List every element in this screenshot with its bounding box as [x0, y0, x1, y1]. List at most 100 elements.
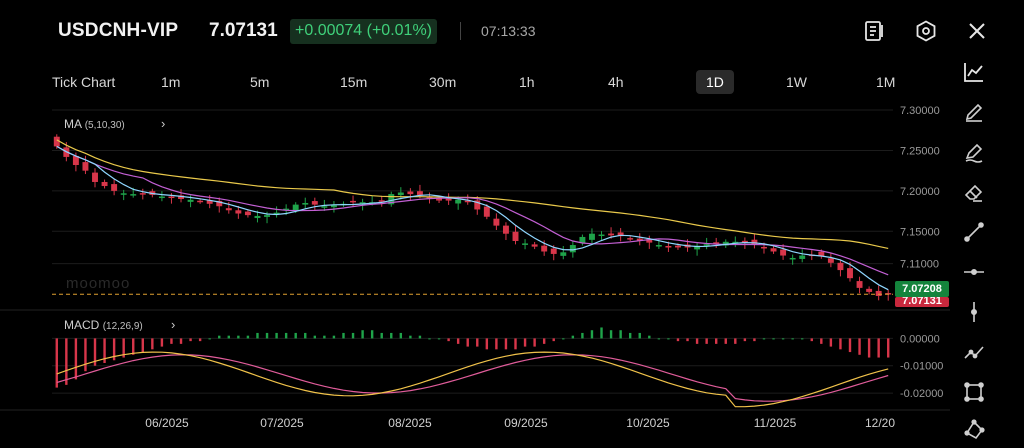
- chevron-right-icon[interactable]: ›: [171, 317, 176, 332]
- macd-histogram-bar: [294, 332, 297, 339]
- candle: [302, 203, 309, 205]
- macd-indicator-label[interactable]: MACD (12,26,9): [64, 318, 143, 332]
- tab-tick-chart[interactable]: Tick Chart: [52, 74, 116, 90]
- line-segment-icon[interactable]: [962, 220, 986, 244]
- candle: [187, 199, 194, 202]
- close-icon[interactable]: [965, 19, 989, 43]
- eraser-icon[interactable]: [962, 180, 986, 204]
- candle: [292, 204, 299, 211]
- macd-histogram-bar: [820, 338, 823, 344]
- macd-histogram-bar: [198, 338, 202, 342]
- macd-histogram-bar: [695, 338, 699, 344]
- macd-histogram-bar: [74, 338, 78, 380]
- chevron-right-icon[interactable]: ›: [161, 116, 166, 131]
- tab-4h[interactable]: 4h: [608, 74, 624, 90]
- rectangle-icon[interactable]: [962, 380, 986, 404]
- header-divider: [460, 22, 461, 40]
- macd-histogram-bar: [485, 338, 489, 350]
- shape-icon[interactable]: [962, 418, 986, 442]
- macd-histogram-bar: [218, 335, 221, 339]
- macd-histogram-bar: [151, 338, 154, 350]
- last-price: 7.07131: [209, 20, 278, 41]
- date-axis-label: 07/2025: [260, 416, 304, 430]
- candle: [92, 172, 98, 182]
- tab-30m[interactable]: 30m: [429, 74, 457, 90]
- tab-1m[interactable]: 1m: [161, 74, 181, 90]
- trend-line-icon[interactable]: [962, 60, 986, 84]
- candle: [178, 195, 184, 199]
- macd-histogram-bar: [552, 338, 555, 342]
- tab-1d[interactable]: 1D: [696, 70, 734, 94]
- candle: [53, 136, 60, 147]
- macd-histogram-bar: [246, 335, 250, 339]
- macd-histogram-bar: [571, 335, 575, 339]
- tab-1w[interactable]: 1W: [786, 74, 807, 90]
- brush-icon[interactable]: [962, 140, 986, 164]
- macd-histogram-bar: [227, 335, 231, 339]
- macd-histogram-bar: [342, 332, 345, 339]
- ma-price-tag: 7.07208: [895, 281, 949, 297]
- macd-line: [56, 351, 889, 408]
- candle: [273, 212, 280, 215]
- macd-histogram-bar: [122, 338, 125, 358]
- candle: [550, 248, 557, 254]
- candle: [675, 245, 681, 248]
- macd-histogram-bar: [829, 338, 833, 347]
- candle: [235, 210, 242, 214]
- macd-histogram-bar: [332, 335, 336, 339]
- macd-histogram-bar: [753, 338, 756, 342]
- macd-histogram-bar: [476, 338, 479, 347]
- macd-histogram-bar: [648, 335, 651, 339]
- price-axis-label: 7.15000: [900, 226, 940, 238]
- pencil-icon[interactable]: [962, 100, 986, 124]
- macd-histogram-bar: [772, 338, 775, 340]
- candle: [101, 181, 108, 187]
- ma-indicator-label[interactable]: MA (5,10,30): [64, 117, 125, 131]
- tab-5m[interactable]: 5m: [250, 74, 270, 90]
- macd-histogram-bar: [504, 338, 508, 350]
- tab-15m[interactable]: 15m: [340, 74, 368, 90]
- macd-histogram-bar: [390, 332, 393, 339]
- macd-params: (12,26,9): [102, 321, 143, 332]
- candle: [82, 162, 89, 171]
- macd-histogram-bar: [734, 338, 737, 344]
- candle: [225, 208, 232, 211]
- candle: [780, 249, 787, 256]
- tab-1h[interactable]: 1h: [519, 74, 535, 90]
- horizontal-line-icon[interactable]: [962, 260, 986, 284]
- candle: [197, 200, 204, 203]
- candle: [789, 257, 796, 260]
- contract-details-icon[interactable]: [862, 19, 886, 43]
- macd-histogram-bar: [361, 330, 364, 339]
- candle: [350, 200, 357, 203]
- vertical-line-icon[interactable]: [962, 300, 986, 324]
- candle: [359, 202, 366, 205]
- ma30-line: [56, 139, 889, 249]
- candle: [474, 200, 481, 210]
- macd-histogram-bar: [810, 338, 813, 342]
- tab-1mo[interactable]: 1M: [876, 74, 896, 90]
- polyline-icon[interactable]: [962, 340, 986, 364]
- macd-histogram-bar: [466, 338, 469, 347]
- candle: [330, 205, 337, 208]
- macd-histogram-bar: [265, 332, 269, 339]
- macd-histogram-bar: [686, 338, 689, 342]
- candle: [416, 191, 423, 195]
- macd-histogram-bar: [495, 338, 498, 350]
- macd-histogram-bar: [619, 330, 622, 339]
- macd-histogram-bar: [657, 338, 661, 340]
- macd-histogram-bar: [437, 338, 441, 340]
- macd-axis-label: -0.02000: [900, 388, 943, 400]
- candle: [655, 245, 662, 247]
- candle: [120, 193, 127, 195]
- macd-axis-label: 0.00000: [900, 333, 940, 345]
- candle: [264, 215, 270, 217]
- candle: [827, 258, 834, 263]
- ma10-line: [56, 145, 889, 276]
- symbol-title: USDCNH-VIP: [58, 20, 179, 41]
- price-axis-label: 7.25000: [900, 145, 940, 157]
- settings-hexagon-icon[interactable]: [914, 19, 938, 43]
- candle: [407, 191, 414, 195]
- macd-histogram-bar: [456, 338, 460, 344]
